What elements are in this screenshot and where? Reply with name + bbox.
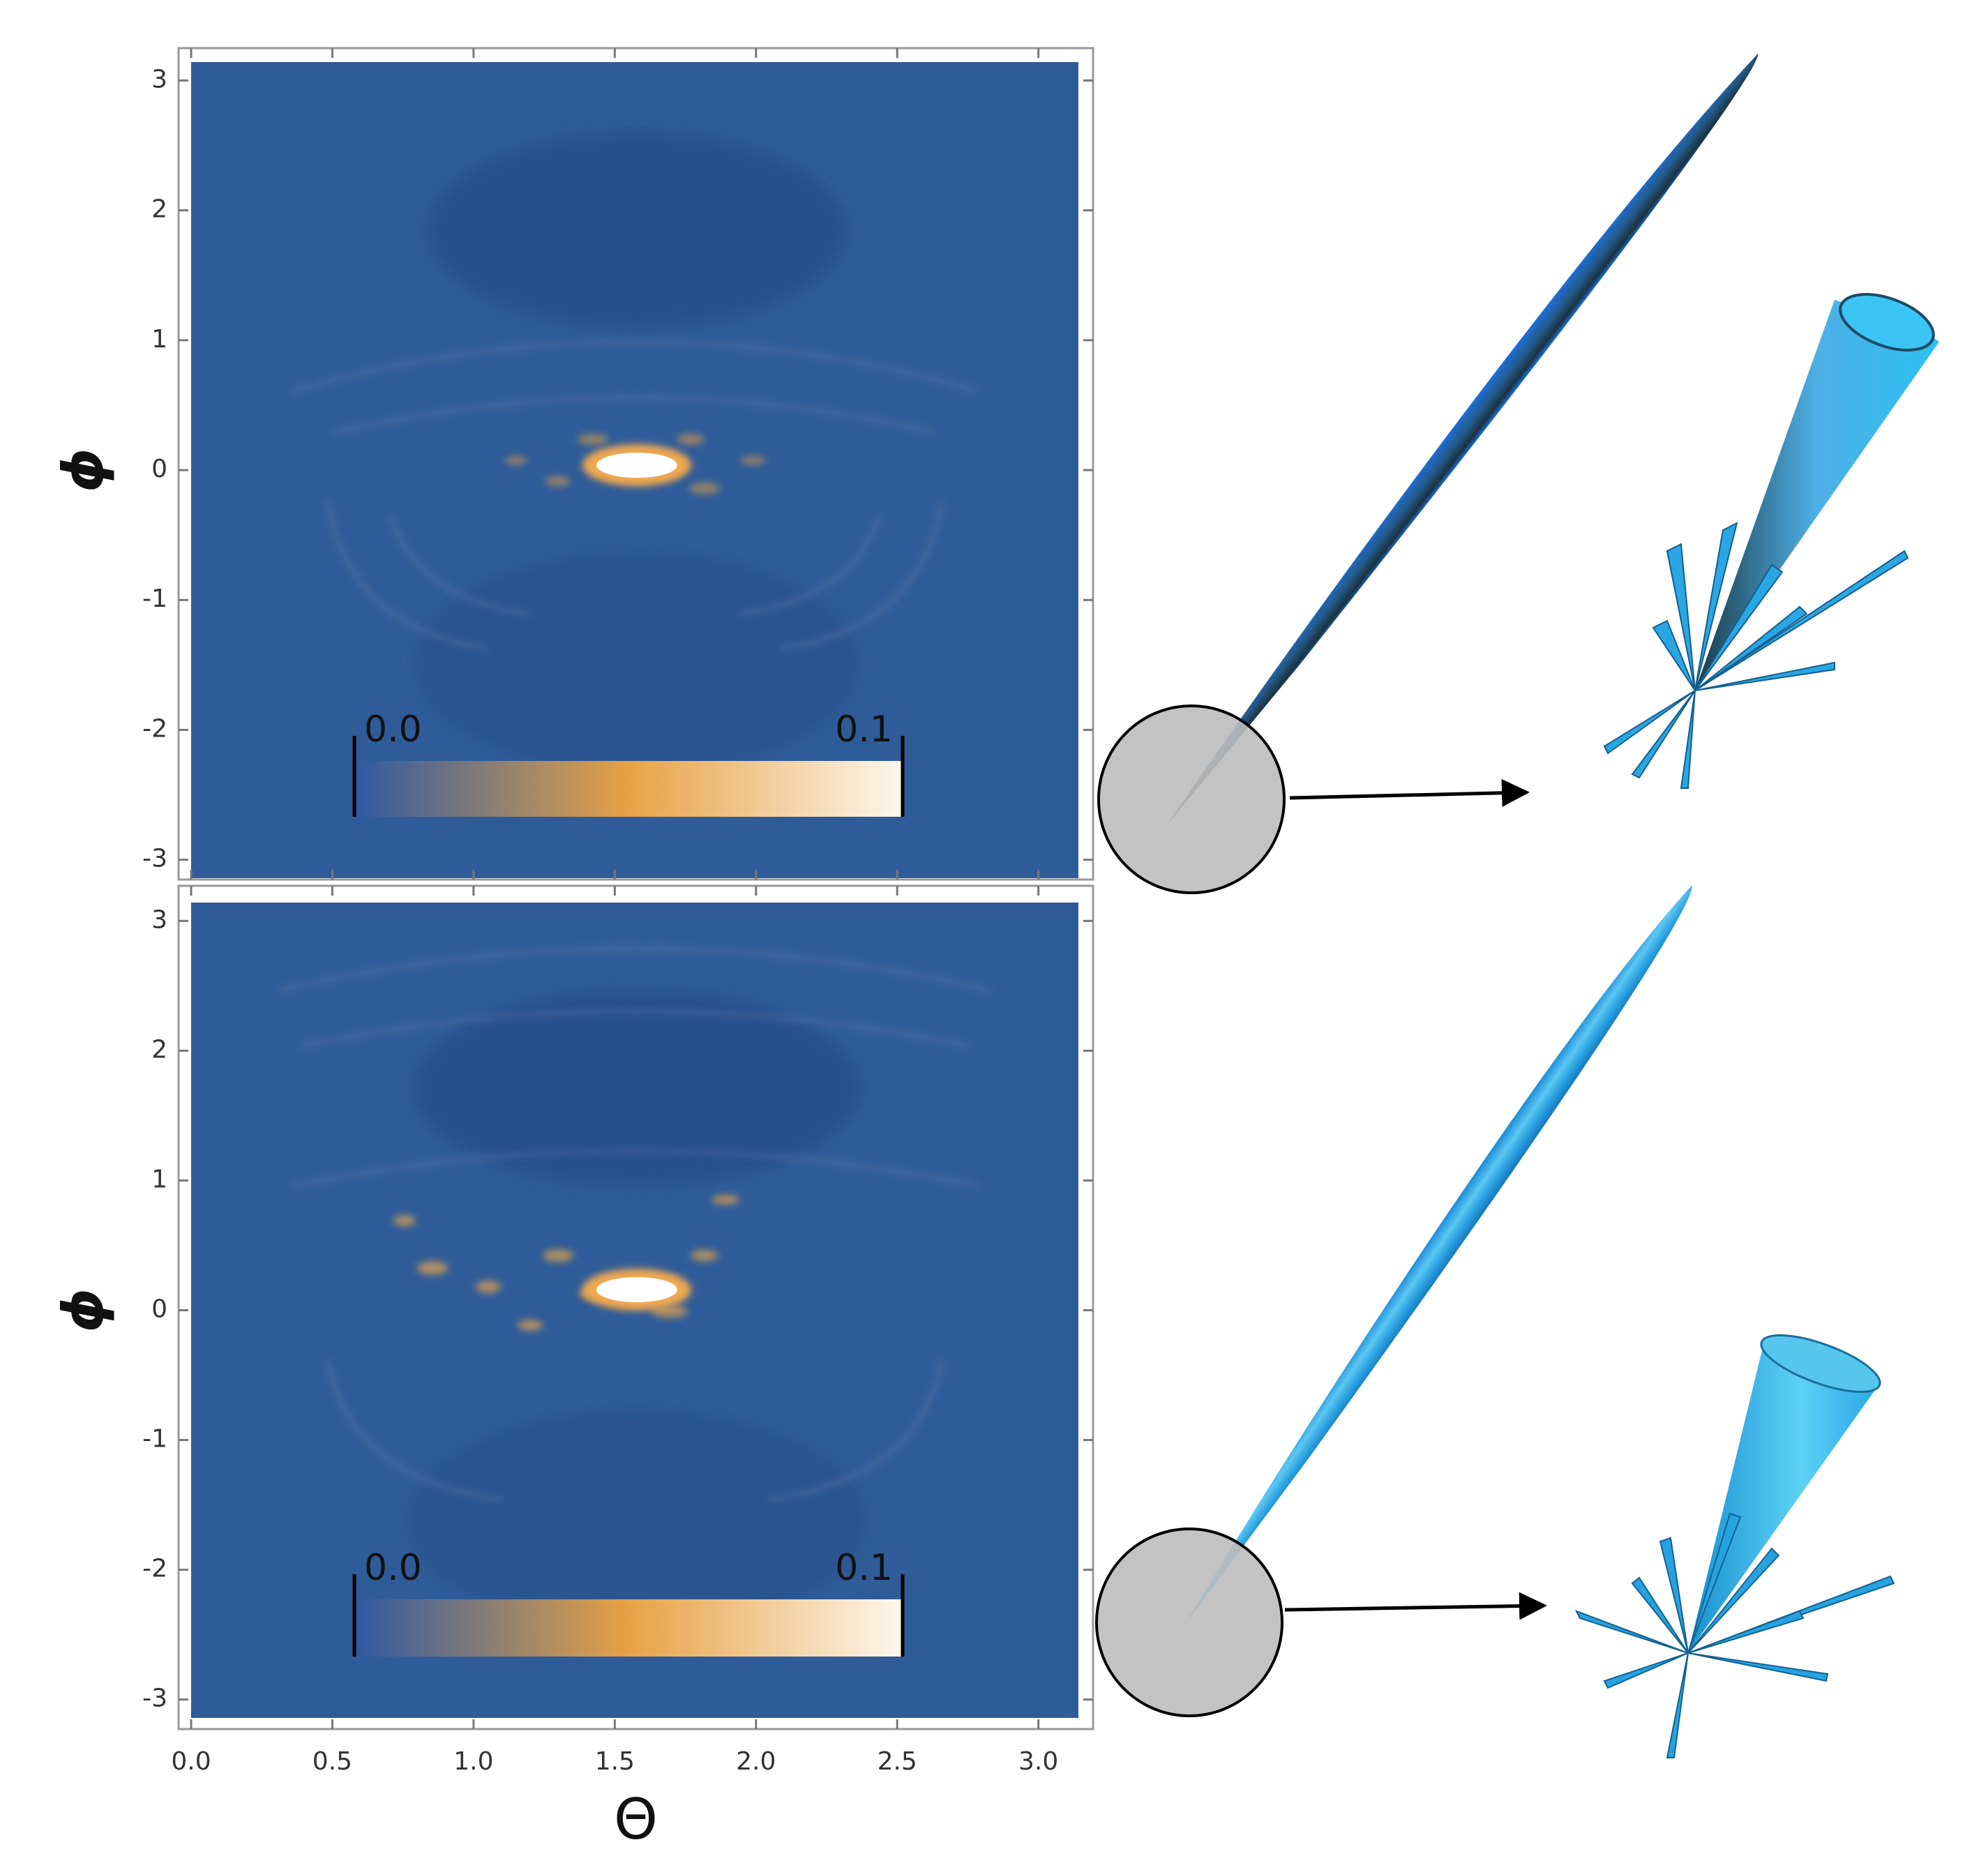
y-tick-label: -3: [142, 845, 167, 873]
y-tick-label: 0: [151, 455, 167, 483]
y-tick-label: -2: [142, 714, 167, 743]
colorbar-tick-label: 0.0: [364, 709, 422, 751]
y-axis-label: ϕ: [51, 1288, 116, 1333]
zoom-indicators: [1095, 704, 1547, 1717]
y-tick-label: 2: [151, 1035, 167, 1064]
y-tick-label: 3: [151, 65, 167, 93]
plot-frame: [177, 47, 1094, 881]
radiation-pattern-top: [1166, 53, 1939, 826]
heatmap-texture: [191, 62, 1078, 1718]
y-tick-label: 1: [151, 325, 167, 354]
y-tick-label: 3: [151, 905, 167, 934]
colorbar-tick-label: 0.1: [835, 1547, 893, 1589]
colorbar-tick-label: 0.0: [364, 1547, 422, 1589]
x-tick-label: 1.0: [453, 1747, 493, 1776]
x-tick-label: 2.0: [736, 1747, 776, 1776]
plot-frame: [177, 884, 1094, 1730]
y-tick-label: -2: [142, 1555, 167, 1583]
colorbar-tick-label: 0.1: [835, 709, 893, 751]
y-tick-label: -3: [142, 1684, 167, 1713]
colorbar: [354, 1599, 903, 1657]
x-tick-label: 1.5: [595, 1747, 635, 1776]
x-tick-label: 0.0: [171, 1747, 211, 1776]
x-axis-label: Θ: [614, 1787, 658, 1852]
colorbar: [354, 761, 903, 817]
y-axis-label: ϕ: [51, 448, 116, 492]
x-tick-label: 0.5: [312, 1747, 352, 1776]
y-tick-label: -1: [142, 584, 167, 613]
radiation-pattern-bottom: [1185, 885, 1895, 1758]
y-tick-label: -1: [142, 1425, 167, 1454]
y-tick-label: 0: [151, 1295, 167, 1324]
y-tick-label: 2: [151, 195, 167, 224]
x-tick-label: 2.5: [878, 1747, 917, 1776]
y-tick-label: 1: [151, 1165, 167, 1193]
x-tick-label: 3.0: [1018, 1747, 1058, 1776]
